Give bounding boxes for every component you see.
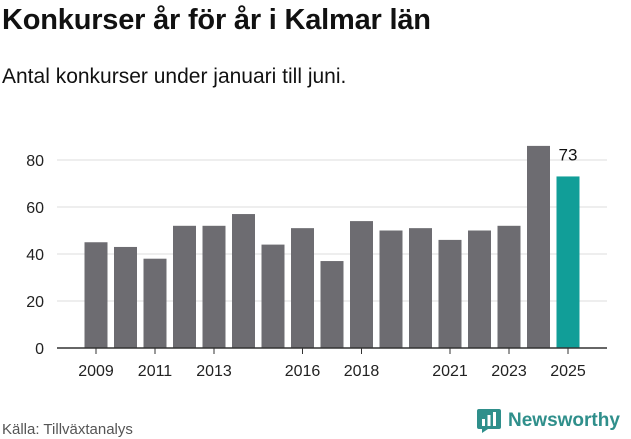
x-tick-label: 2009 <box>78 363 114 380</box>
y-tick-label: 40 <box>26 247 44 264</box>
data-label-2025: 73 <box>559 145 578 164</box>
y-axis-tick-labels: 0 20 40 60 80 <box>26 153 44 358</box>
bar-2011 <box>143 258 167 348</box>
x-tick-label: 2023 <box>491 363 527 380</box>
bar-2015 <box>261 244 285 348</box>
bar-2009 <box>84 242 108 348</box>
bar-2014 <box>232 214 255 348</box>
chart-title: Konkurser år för år i Kalmar län <box>2 4 431 36</box>
chart-subtitle: Antal konkurser under januari till juni. <box>2 65 347 88</box>
y-tick-label: 80 <box>26 153 44 170</box>
y-tick-label: 0 <box>35 341 44 358</box>
bar-2010 <box>114 246 137 348</box>
y-tick-label: 20 <box>26 294 44 311</box>
data-labels: 73 <box>559 145 578 164</box>
bar-chart-logo-icon <box>477 409 501 433</box>
bar-2025 <box>556 176 580 348</box>
bar-2022 <box>468 230 491 348</box>
bars <box>84 145 580 348</box>
x-tick-label: 2011 <box>138 363 173 380</box>
bar-2017 <box>320 261 344 348</box>
x-tick-label: 2018 <box>344 363 380 380</box>
bar-2020 <box>409 228 432 348</box>
x-tick-label: 2025 <box>550 363 586 380</box>
y-tick-label: 60 <box>26 200 44 217</box>
bar-2012 <box>173 225 196 348</box>
x-tick-label: 2021 <box>432 363 468 380</box>
bar-2018 <box>350 221 373 348</box>
source-note: Källa: Tillväxtanalys <box>2 421 133 438</box>
bar-2016 <box>291 228 314 348</box>
brand-logo: Newsworthy <box>476 408 620 434</box>
x-tick-label: 2013 <box>196 363 232 380</box>
bar-2023 <box>497 225 521 348</box>
bar-2019 <box>379 230 403 348</box>
bar-2013 <box>202 225 226 348</box>
bar-2021 <box>438 239 462 348</box>
x-axis-ticks: 2009 2011 2013 2016 2018 2021 2023 2025 <box>78 348 586 380</box>
bar-2024 <box>527 145 550 348</box>
x-tick-label: 2016 <box>285 363 321 380</box>
brand-name: Newsworthy <box>508 410 620 431</box>
